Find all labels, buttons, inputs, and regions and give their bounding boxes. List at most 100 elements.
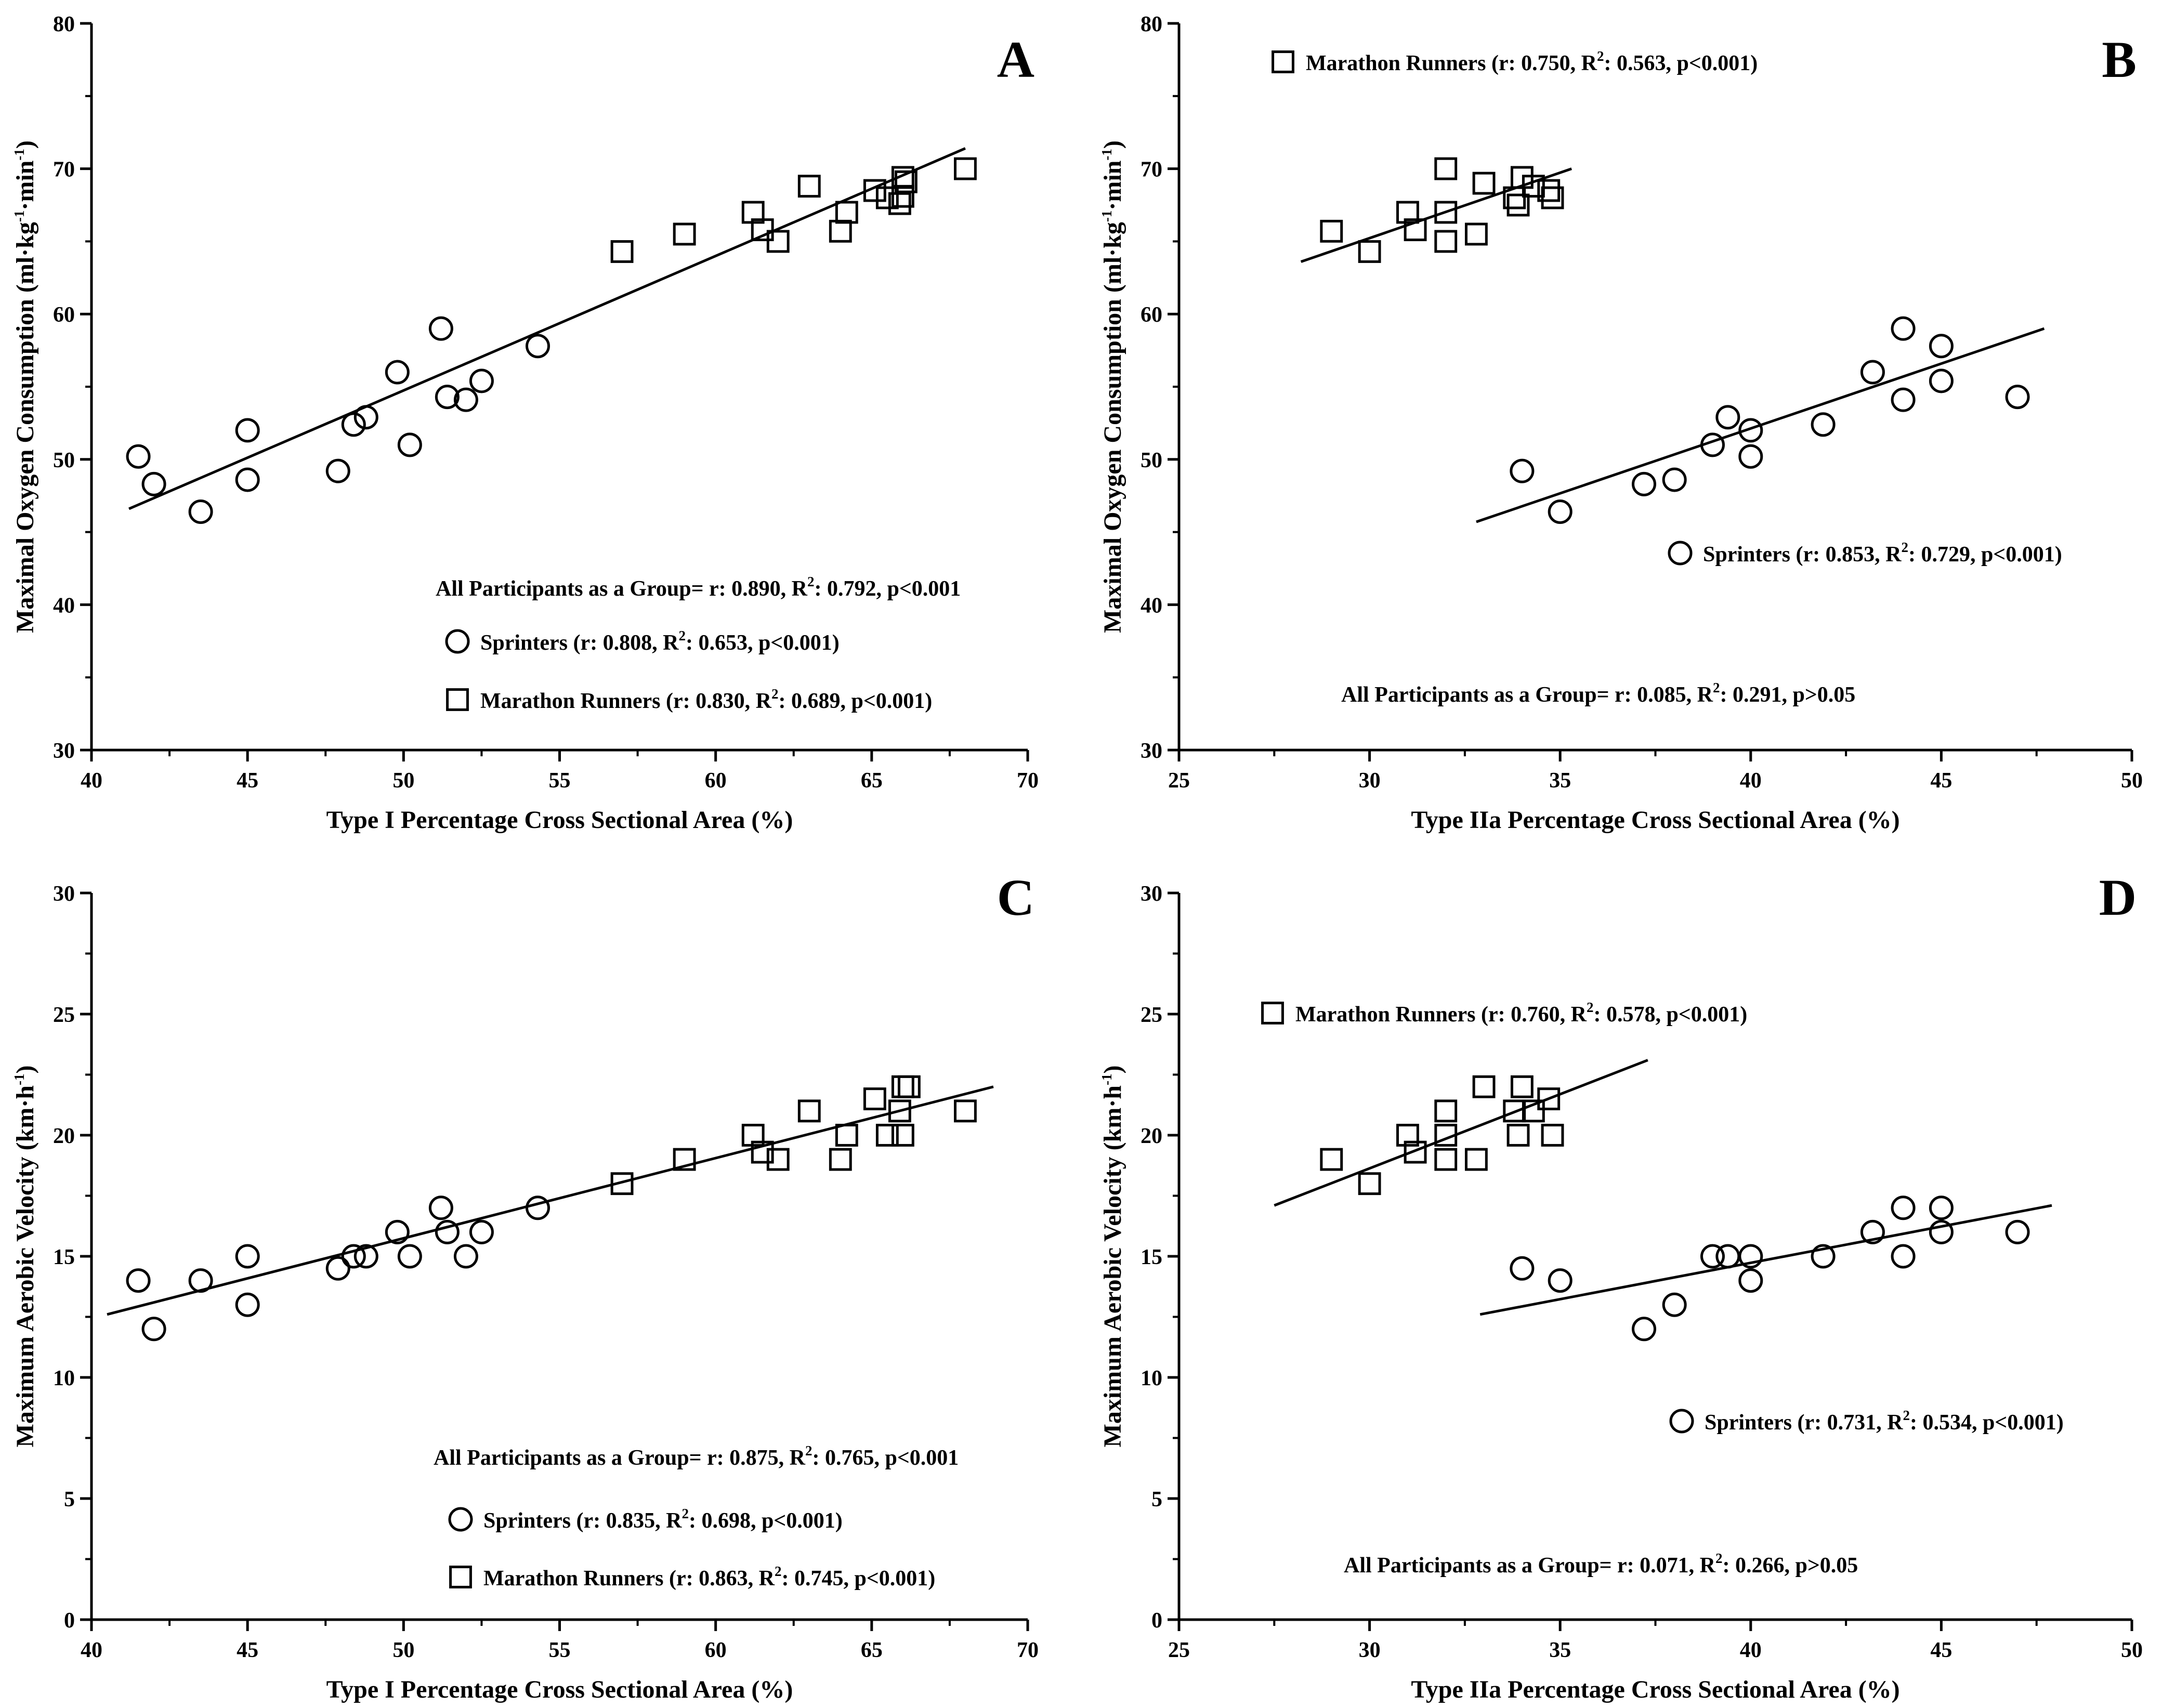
sprinter-point	[1700, 432, 1725, 457]
sprinter-point	[235, 1244, 260, 1269]
marathon-point	[1434, 1148, 1458, 1171]
regression-line	[1274, 1059, 1648, 1207]
marathon-point	[1396, 1124, 1419, 1147]
x-axis-title: Type I Percentage Cross Sectional Area (…	[326, 1676, 793, 1703]
stats-annotation: Sprinters (r: 0.731, R2: 0.534, p<0.001)	[1705, 1408, 2064, 1435]
marathon-point	[1434, 230, 1458, 253]
stats-annotation: All Participants as a Group= r: 0.085, R…	[1341, 680, 1855, 707]
x-tick-label: 65	[861, 1638, 883, 1662]
marathon-point	[673, 222, 696, 246]
marathon-point	[875, 186, 899, 209]
marathon-point	[863, 1087, 886, 1111]
marathon-point	[1506, 1124, 1530, 1147]
y-tick-label: 5	[1151, 1488, 1162, 1512]
sprinter-point	[1738, 1244, 1763, 1269]
sprinter-point	[428, 1195, 453, 1220]
x-axis-title: Type IIa Percentage Cross Sectional Area…	[1411, 806, 1899, 834]
marathon-point	[1464, 1148, 1488, 1171]
y-tick-label: 25	[53, 1003, 75, 1027]
marathon-point	[1472, 1075, 1496, 1098]
marathon-point	[894, 170, 918, 193]
stats-annotation: Marathon Runners (r: 0.830, R2: 0.689, p…	[480, 686, 932, 713]
sprinter-point	[1510, 458, 1535, 483]
marathon-point	[1358, 240, 1381, 263]
marathon-point	[888, 192, 911, 215]
marathon-point	[829, 1148, 852, 1171]
y-tick-label: 20	[53, 1124, 75, 1148]
sprinter-point	[525, 334, 550, 359]
marathon-point	[1510, 1075, 1534, 1098]
x-tick-label: 50	[392, 769, 414, 793]
marathon-point	[766, 230, 790, 253]
x-tick-label: 50	[2121, 769, 2143, 793]
marathon-point	[751, 218, 774, 241]
panel-letter: C	[997, 869, 1034, 926]
marathon-point	[797, 1099, 821, 1123]
sprinter-point	[1738, 1268, 1763, 1293]
panel-letter: A	[997, 31, 1034, 88]
x-tick-label: 40	[1740, 769, 1762, 793]
regression-line	[1479, 1204, 2052, 1316]
sprinter-point	[1548, 499, 1573, 524]
marathon-point	[1404, 218, 1427, 241]
x-tick-label: 45	[237, 1638, 258, 1662]
marathon-point	[1522, 175, 1545, 198]
sprinter-point	[2005, 1219, 2030, 1244]
sprinter-point	[141, 471, 166, 496]
panel-d: 25 30 35 40 45 50 0 5 10 15 20 25 30 Type IIa Percent…	[1099, 869, 2143, 1703]
x-tick-label: 55	[549, 1638, 571, 1662]
stats-annotation: Marathon Runners (r: 0.863, R2: 0.745, p…	[483, 1564, 935, 1591]
marathon-point	[954, 157, 977, 180]
sprinter-point	[188, 499, 213, 524]
y-axis-title-group: Maximal Oxygen Consumption (ml·kg-1·min-…	[11, 140, 39, 633]
sprinter-point	[1860, 360, 1885, 385]
sprinter-point	[1929, 1219, 1954, 1244]
marathon-point	[829, 219, 852, 243]
y-axis-title-group: Maximum Aerobic Velocity (km·h-1)	[11, 1066, 39, 1448]
marathon-point	[891, 185, 914, 208]
sprinter-point	[1929, 1195, 1954, 1220]
x-tick-label: 40	[81, 1638, 102, 1662]
sprinter-point	[397, 1244, 422, 1269]
marathon-point	[863, 179, 886, 202]
y-tick-label: 25	[1141, 1003, 1162, 1027]
sprinter-point	[1891, 387, 1916, 412]
y-axis-title: Maximum Aerobic Velocity (km·h-1)	[1099, 1066, 1126, 1448]
y-tick-label: 30	[1141, 882, 1162, 906]
y-axis-title: Maximal Oxygen Consumption (ml·kg-1·min-…	[11, 140, 39, 633]
y-tick-label: 5	[64, 1488, 75, 1512]
x-tick-label: 45	[1930, 1638, 1952, 1662]
sprinter-point	[525, 1195, 550, 1220]
x-tick-label: 35	[1549, 1638, 1571, 1662]
sprinter-point	[235, 418, 260, 443]
y-tick-label: 40	[1141, 594, 1162, 617]
x-tick-label: 60	[705, 769, 727, 793]
marathon-point	[835, 201, 858, 224]
y-tick-label: 70	[53, 158, 75, 182]
sprinter-point	[1510, 1256, 1535, 1281]
sprinter-point	[453, 1244, 478, 1269]
sprinter-point	[126, 444, 151, 469]
y-axis-title: Maximum Aerobic Velocity (km·h-1)	[11, 1066, 39, 1448]
y-tick-label: 60	[53, 303, 75, 327]
stats-annotation: Sprinters (r: 0.808, R2: 0.653, p<0.001)	[480, 628, 840, 655]
marathon-point	[1464, 222, 1488, 246]
marathon-point	[954, 1099, 977, 1123]
y-axis-title-group: Maximal Oxygen Consumption (ml·kg-1·min-…	[1099, 140, 1126, 633]
x-axis-title: Type I Percentage Cross Sectional Area (…	[326, 806, 793, 834]
y-axis-title: Maximal Oxygen Consumption (ml·kg-1·min-…	[1099, 140, 1126, 633]
marathon-point	[875, 1124, 899, 1147]
sprinter-point	[1929, 334, 1954, 359]
stats-annotation: Sprinters (r: 0.853, R2: 0.729, p<0.001)	[1703, 540, 2062, 567]
x-axis-title: Type IIa Percentage Cross Sectional Area…	[1411, 1676, 1899, 1703]
marathon-point	[897, 1075, 921, 1098]
y-axis-title-group: Maximum Aerobic Velocity (km·h-1)	[1099, 1066, 1126, 1448]
x-tick-label: 50	[392, 1638, 414, 1662]
marathon-point	[1320, 1148, 1343, 1171]
sprinter-point	[469, 1219, 494, 1244]
sprinter-point	[235, 467, 260, 492]
sprinter-point	[1811, 412, 1836, 437]
y-tick-label: 80	[53, 12, 75, 36]
marathon-point	[766, 1148, 790, 1171]
